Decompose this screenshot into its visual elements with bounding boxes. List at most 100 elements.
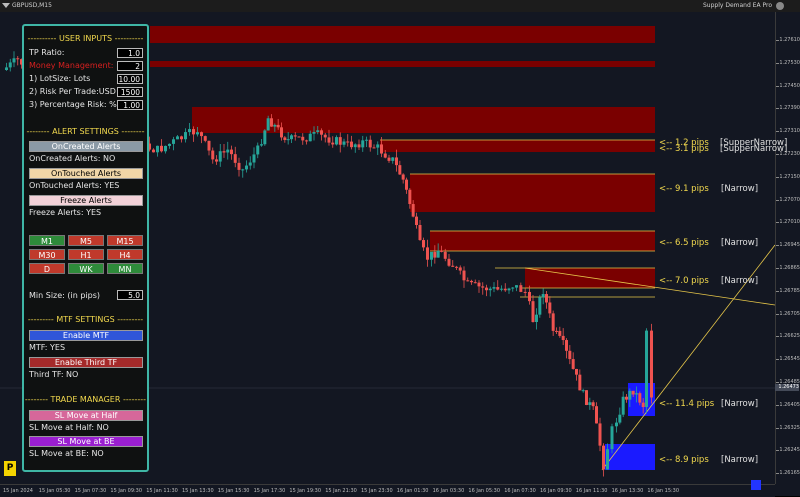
candle-body	[353, 144, 357, 148]
price-tick	[776, 359, 779, 361]
candle-body	[331, 142, 335, 145]
candle-body	[256, 145, 260, 155]
candle-body	[641, 402, 645, 408]
candle-body	[215, 159, 218, 162]
zone-type-label: [Narrow]	[721, 399, 759, 409]
candle-body	[338, 137, 342, 145]
sl-move-be-button[interactable]: SL Move at BE	[29, 436, 143, 447]
tp-ratio-input[interactable]: 1.0	[117, 48, 143, 58]
candle-body	[523, 291, 527, 293]
candle-body	[415, 216, 418, 226]
chart-symbol-title: GBPUSD,M15	[12, 2, 52, 9]
lot-size-input[interactable]: 10.00	[117, 74, 143, 84]
candle-body	[606, 449, 609, 470]
candle-body	[548, 302, 552, 314]
scroll-handle[interactable]	[751, 480, 761, 490]
price-label: 1.26865	[779, 265, 800, 271]
candle-body	[387, 157, 391, 161]
candle-body	[408, 189, 412, 205]
candle-body	[602, 445, 605, 470]
tf-button-h4[interactable]: H4	[107, 249, 143, 260]
chart-title-bar: GBPUSD,M15 Supply Demand EA Pro	[0, 0, 800, 12]
time-label: 16 Jan 03:30	[432, 488, 465, 494]
tf-button-wk[interactable]: WK	[68, 263, 104, 274]
price-axis[interactable]: 1.27610 1.27530 1.27450 1.27390 1.27310 1.272…	[775, 12, 800, 484]
candle-body	[248, 162, 252, 166]
price-tick	[776, 154, 779, 155]
candle-body	[280, 127, 283, 138]
price-tick	[776, 108, 779, 110]
tf-button-m1[interactable]: M1	[29, 235, 65, 246]
candle-body	[312, 132, 316, 134]
price-label: 1.27390	[779, 105, 800, 112]
candle-body	[293, 135, 297, 137]
ea-status-icon[interactable]	[776, 2, 784, 10]
zone-pips-label: <-- 7.0 pips	[659, 276, 709, 286]
time-label: 15 Jan 05:30	[38, 488, 71, 494]
percentage-risk-input[interactable]: 1.00	[117, 100, 143, 110]
tf-button-mn[interactable]: MN	[107, 263, 143, 274]
candle-body	[5, 67, 8, 70]
ea-name: Supply Demand EA Pro	[702, 2, 772, 9]
candle-body	[588, 402, 592, 405]
candle-body	[535, 314, 538, 323]
time-axis[interactable]: 15 Jan 2024 15 Jan 05:30 15 Jan 07:30 15 Ja…	[0, 484, 775, 497]
price-tick	[776, 268, 779, 269]
candle-body	[323, 134, 327, 138]
candle-body	[218, 151, 222, 162]
ontouched-alerts-button[interactable]: OnTouched Alerts	[29, 168, 143, 179]
zone-type-label: [Narrow]	[721, 276, 759, 286]
alert-settings-title: -------- ALERT SETTINGS --------	[26, 127, 145, 136]
candle-body	[152, 149, 155, 153]
candle-body	[12, 58, 16, 63]
panel-toggle-badge[interactable]: P	[4, 461, 16, 476]
enable-mtf-button[interactable]: Enable MTF	[29, 330, 143, 341]
chart-canvas[interactable]	[0, 0, 775, 484]
candle-body	[301, 136, 305, 141]
candle-body	[263, 130, 267, 145]
price-label: 1.26945	[779, 242, 800, 249]
min-size-input[interactable]: 5.0	[117, 290, 143, 300]
candle-body	[451, 265, 455, 267]
candle-body	[440, 250, 443, 252]
tf-button-m5[interactable]: M5	[68, 235, 104, 246]
third-tf-status: Third TF: NO	[29, 370, 79, 379]
candle-body	[252, 154, 256, 163]
candle-body	[485, 287, 488, 291]
tf-button-m15[interactable]: M15	[107, 235, 143, 246]
zone-type-label: [Narrow]	[721, 455, 759, 465]
candle-body	[222, 151, 226, 153]
enable-third-tf-button[interactable]: Enable Third TF	[29, 357, 143, 368]
candle-body	[436, 250, 440, 258]
sl-move-half-button[interactable]: SL Move at Half	[29, 410, 143, 421]
candle-body	[148, 143, 151, 150]
candle-body	[176, 136, 179, 140]
price-tick	[776, 85, 779, 87]
tf-button-d[interactable]: D	[29, 263, 65, 274]
money-management-input[interactable]: 2	[117, 61, 143, 71]
candle-body	[16, 58, 20, 60]
zone-pips-label: <-- 1.2 pips	[659, 138, 709, 148]
money-management-label: Money Management:	[29, 61, 114, 70]
oncreated-alerts-button[interactable]: OnCreated Alerts	[29, 141, 143, 152]
candle-body	[591, 402, 595, 407]
candle-body	[568, 350, 572, 360]
price-label: 1.26325	[779, 424, 800, 431]
candle-body	[398, 165, 402, 175]
candle-body	[160, 145, 163, 152]
risk-per-trade-input[interactable]: 1500	[117, 87, 143, 97]
percentage-risk-label: 3) Percentage Risk: %	[29, 100, 117, 109]
tf-button-m30[interactable]: M30	[29, 249, 65, 260]
candle-body	[180, 136, 183, 140]
mtf-settings-title: --------- MTF SETTINGS ---------	[27, 315, 144, 324]
freeze-alerts-button[interactable]: Freeze Alerts	[29, 195, 143, 206]
dropdown-arrow-icon[interactable]	[2, 3, 10, 8]
candle-body	[200, 132, 203, 137]
candle-body	[260, 144, 263, 146]
candle-body	[426, 247, 429, 260]
price-label: 1.27230	[779, 151, 800, 157]
sl-move-be-status: SL Move at BE: NO	[29, 449, 104, 458]
tf-button-h1[interactable]: H1	[68, 249, 104, 260]
price-tick	[776, 382, 779, 383]
supply-zone	[380, 140, 655, 152]
